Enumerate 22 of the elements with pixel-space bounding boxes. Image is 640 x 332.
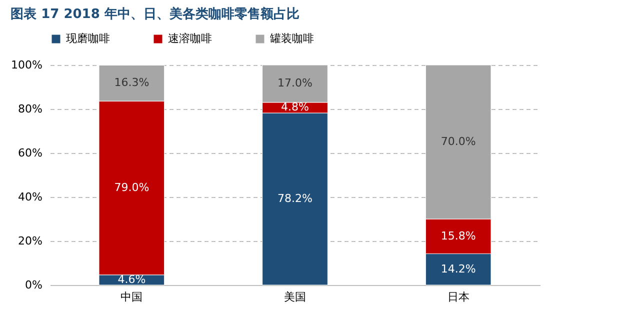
legend-label: 罐装咖啡 — [270, 32, 314, 45]
y-tick-label: 60% — [18, 146, 42, 160]
data-label: 79.0% — [114, 180, 150, 194]
x-tick-label: 日本 — [447, 290, 470, 304]
y-tick-label: 80% — [18, 102, 42, 116]
data-label: 70.0% — [440, 135, 476, 148]
data-label: 16.3% — [114, 76, 150, 90]
x-tick-label: 美国 — [284, 290, 306, 304]
data-label: 17.0% — [278, 76, 312, 90]
y-tick-label: 0% — [25, 278, 42, 292]
data-label: 14.2% — [440, 262, 476, 276]
legend-label: 现磨咖啡 — [66, 32, 110, 45]
x-tick-label: 中国 — [120, 290, 143, 304]
y-tick-label: 20% — [18, 234, 42, 248]
data-label: 78.2% — [278, 192, 312, 205]
legend-label: 速溶咖啡 — [168, 32, 212, 45]
chart-title: 图表 17 2018 年中、日、美各类咖啡零售额占比 — [10, 6, 300, 22]
data-label: 4.8% — [281, 100, 309, 114]
y-tick-label: 100% — [11, 58, 42, 72]
y-tick-label: 40% — [18, 190, 42, 204]
data-label: 15.8% — [440, 229, 476, 242]
data-label: 4.6% — [118, 272, 146, 286]
